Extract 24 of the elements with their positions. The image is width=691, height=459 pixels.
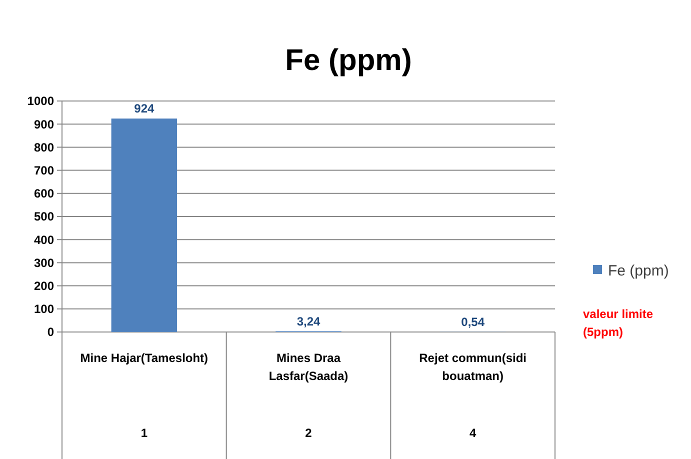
legend-label: Fe (ppm) [608,262,669,280]
data-label: 924 [134,102,154,116]
x-tick-label: Mines Draa Lasfar(Saada) [268,351,348,383]
data-label: 0,54 [461,314,485,329]
y-tick-label: 900 [34,117,54,132]
text: 2 [305,426,312,440]
text: valeur limite (5ppm) [583,307,654,339]
y-tick-label: 500 [34,210,54,224]
data-label: 3,24 [296,314,320,328]
y-tick-label: 1000 [27,94,54,108]
y-tick-label: 400 [34,232,54,247]
y-tick-label: 300 [34,256,54,270]
y-tick-label: 600 [34,186,54,201]
y-tick-label: 0 [47,325,54,340]
y-tick-label: 700 [34,164,54,178]
chart-title: Fe (ppm) [285,44,412,77]
y-tick-label: 100 [34,302,54,316]
text: 1 [140,426,148,440]
x-tick-label: Rejet commun(sidi bouatman) [419,351,527,383]
x-tick-label: Mine Hajar(Tamesloht) [80,351,208,365]
y-tick-label: 200 [34,279,54,293]
y-tick-label: 800 [34,140,54,154]
bar [111,118,178,332]
text: 4 [469,426,476,440]
